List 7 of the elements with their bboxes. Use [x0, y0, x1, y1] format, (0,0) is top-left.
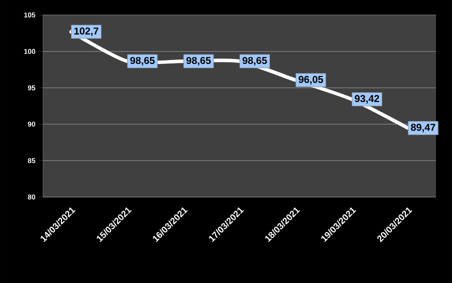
data-label: 89,47 — [410, 124, 436, 132]
data-label: 93,42 — [354, 95, 380, 104]
data-label: 96,05 — [298, 76, 324, 84]
data-label: 98,65 — [242, 56, 267, 66]
data-label: 102,7 — [74, 27, 98, 36]
data-label: 98,65 — [130, 56, 155, 66]
data-label: 98,65 — [186, 56, 211, 66]
